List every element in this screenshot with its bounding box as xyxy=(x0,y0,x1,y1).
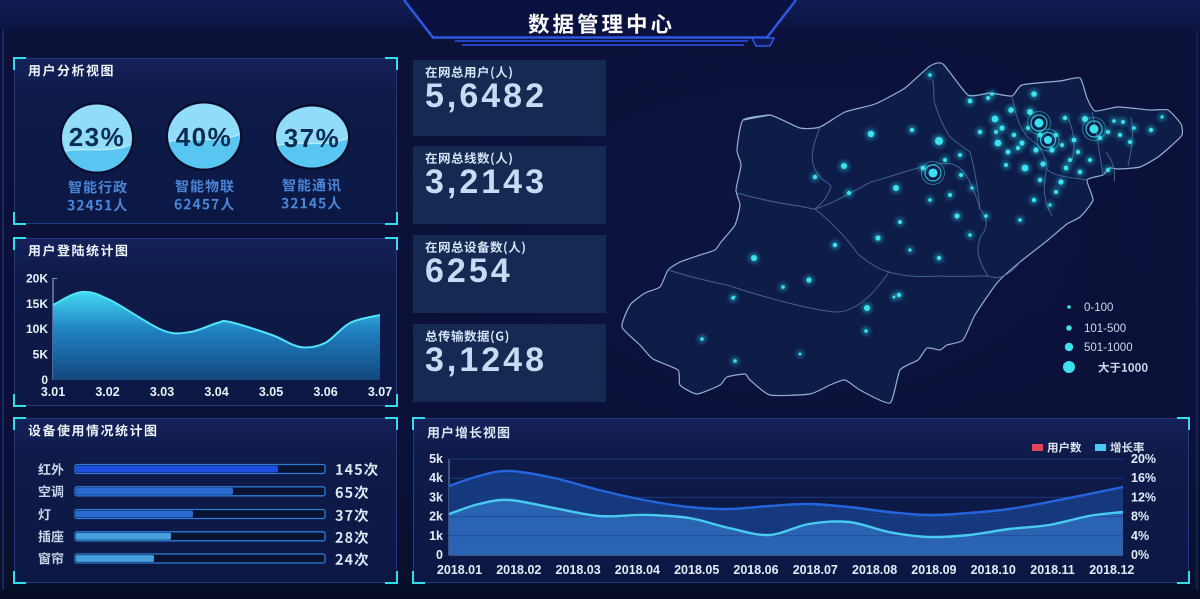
svg-text:4%: 4% xyxy=(1131,529,1149,543)
svg-text:16%: 16% xyxy=(1131,471,1156,485)
svg-text:2018.12: 2018.12 xyxy=(1089,563,1134,577)
svg-text:3.01: 3.01 xyxy=(41,385,65,399)
svg-text:20K: 20K xyxy=(26,271,48,285)
svg-text:2018.02: 2018.02 xyxy=(496,563,541,577)
svg-text:3.02: 3.02 xyxy=(95,385,119,399)
svg-text:2k: 2k xyxy=(429,510,443,524)
svg-text:3.07: 3.07 xyxy=(368,385,392,399)
svg-text:2018.11: 2018.11 xyxy=(1030,563,1075,577)
svg-text:3.04: 3.04 xyxy=(204,385,228,399)
svg-text:3.05: 3.05 xyxy=(259,385,283,399)
svg-text:2018.01: 2018.01 xyxy=(437,563,482,577)
svg-text:2018.08: 2018.08 xyxy=(852,563,897,577)
svg-text:2018.03: 2018.03 xyxy=(556,563,601,577)
svg-text:3.06: 3.06 xyxy=(313,385,337,399)
svg-text:2018.07: 2018.07 xyxy=(793,563,838,577)
svg-text:1k: 1k xyxy=(429,529,443,543)
svg-text:20%: 20% xyxy=(1131,452,1156,466)
svg-text:2018.10: 2018.10 xyxy=(971,563,1016,577)
svg-text:8%: 8% xyxy=(1131,510,1149,524)
svg-text:0: 0 xyxy=(436,548,443,562)
svg-text:0-100: 0-100 xyxy=(1084,302,1113,314)
svg-text:10K: 10K xyxy=(26,322,48,336)
svg-text:0%: 0% xyxy=(1131,548,1149,562)
svg-text:3k: 3k xyxy=(429,490,443,504)
svg-text:2018.09: 2018.09 xyxy=(911,563,956,577)
svg-text:2018.05: 2018.05 xyxy=(674,563,719,577)
svg-text:5K: 5K xyxy=(33,348,49,362)
svg-text:0: 0 xyxy=(41,373,48,387)
svg-text:5k: 5k xyxy=(429,452,443,466)
svg-text:101-500: 101-500 xyxy=(1084,323,1126,335)
svg-text:4k: 4k xyxy=(429,471,443,485)
svg-text:15K: 15K xyxy=(26,297,48,311)
svg-text:501-1000: 501-1000 xyxy=(1084,342,1133,354)
svg-text:3.03: 3.03 xyxy=(150,385,174,399)
svg-text:12%: 12% xyxy=(1131,490,1156,504)
svg-text:2018.06: 2018.06 xyxy=(733,563,778,577)
svg-text:2018.04: 2018.04 xyxy=(615,563,660,577)
